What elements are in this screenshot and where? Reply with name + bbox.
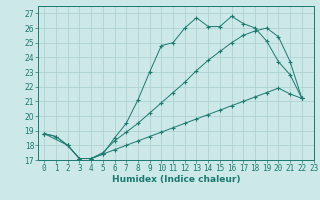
X-axis label: Humidex (Indice chaleur): Humidex (Indice chaleur) (112, 175, 240, 184)
